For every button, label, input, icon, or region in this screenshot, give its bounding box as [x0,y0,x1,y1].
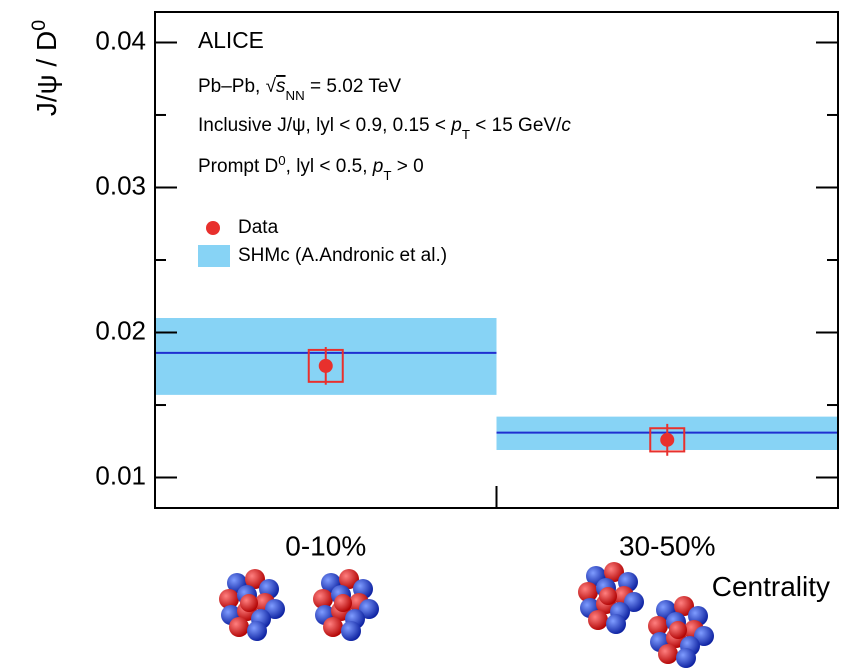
text-run: 0 [28,20,50,31]
legend-label: SHMc (A.Andronic et al.) [238,245,447,266]
annotation: Prompt D0, lyl < 0.5, pT > 0 [198,153,424,183]
data-point [319,359,333,373]
x-axis-label: Centrality [712,571,830,602]
text-run: , lyl < 0.5, [286,156,373,177]
x-tick-label: 30-50% [619,530,716,561]
y-tick-label: 0.01 [95,460,146,490]
text-run: < 15 GeV/ [470,115,562,136]
text-run: Pb–Pb, [198,76,266,97]
text-run: 0 [278,153,285,168]
text-run: s [276,76,286,97]
plot-area [155,318,838,456]
text-run: J/ψ / D [31,31,62,116]
text-run: = 5.02 TeV [305,76,402,97]
y-axis-label: J/ψ / D0 [28,20,62,116]
text-run: p [450,115,462,136]
text-run: > 0 [391,156,423,177]
legend-label: Data [238,217,279,238]
annotation: Inclusive J/ψ, lyl < 0.9, 0.15 < pT < 15… [198,115,571,142]
annotation: Pb–Pb, √sNN = 5.02 TeV [198,76,401,103]
nucleus-icon [219,569,285,641]
x-tick-label: 0-10% [285,530,366,561]
legend-marker [206,221,220,235]
text-run: p [372,156,384,177]
text-run: T [383,168,391,183]
text-run: √ [266,76,277,97]
text-run: Inclusive J/ψ, lyl < 0.9, 0.15 < [198,115,451,136]
text-run: T [462,127,470,142]
chart: Centrality 0.01 0.02 0.03 0.04 0-10% 30-50% J/… [0,0,856,671]
text-run: ALICE [198,27,264,53]
y-tick-label: 0.03 [95,170,146,200]
data-point [660,433,674,447]
annotation: ALICE [198,27,264,53]
y-tick-label: 0.02 [95,315,146,345]
text-run: c [561,115,571,136]
y-tick-label: 0.04 [95,25,146,55]
text-run: NN [286,88,305,103]
legend-marker [198,245,230,267]
nucleus-icon [578,562,644,634]
nucleus-icon [648,596,714,668]
nucleus-icon [313,569,379,641]
text-run: Prompt D [198,156,278,177]
